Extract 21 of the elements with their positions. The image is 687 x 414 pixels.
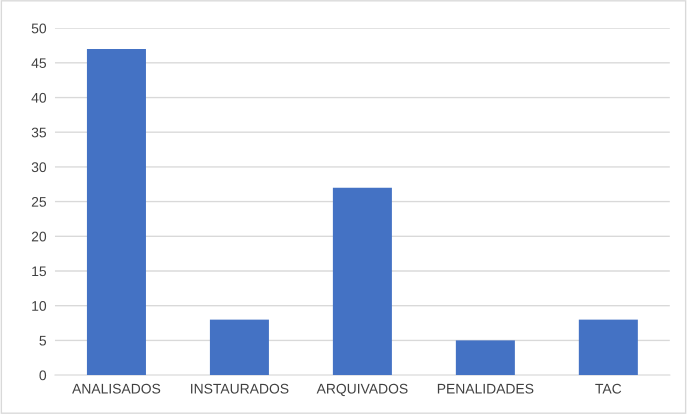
y-tick-label: 5 — [39, 336, 46, 346]
y-tick-label: 10 — [32, 301, 46, 311]
x-tick-label: TAC — [595, 384, 622, 394]
y-tick-label: 30 — [32, 162, 46, 172]
y-tick-label: 35 — [32, 128, 46, 138]
bar — [578, 320, 638, 376]
y-tick-label: 20 — [32, 232, 46, 242]
bar — [456, 340, 515, 376]
x-tick-label: PENALIDADES — [438, 384, 534, 394]
x-tick-label: ARQUIVADOS — [316, 384, 408, 396]
y-tick-label: 50 — [32, 23, 46, 34]
y-tick-label: 40 — [32, 92, 46, 103]
bar — [210, 320, 269, 376]
y-tick-label: 0 — [39, 370, 46, 380]
y-tick-label: 45 — [32, 58, 46, 68]
bar — [86, 48, 146, 376]
x-tick-label: ANALISADOS — [72, 384, 160, 394]
x-tick-label: INSTAURADOS — [191, 384, 288, 394]
y-tick-label: 25 — [32, 196, 46, 207]
y-tick-label: 15 — [32, 266, 46, 276]
bar — [332, 188, 392, 376]
